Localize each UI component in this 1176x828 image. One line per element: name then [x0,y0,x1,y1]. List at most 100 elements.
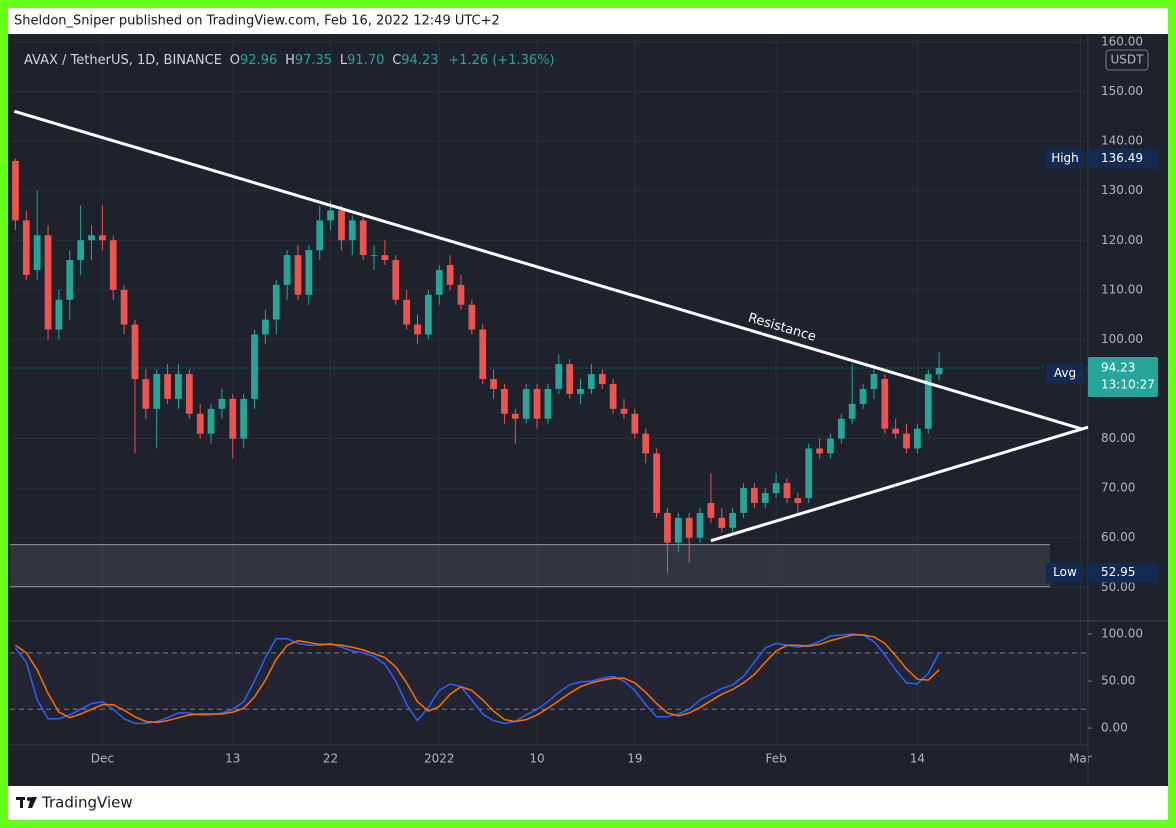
candle-body [479,329,487,380]
candle-body [924,374,932,429]
candle-body [837,418,845,439]
candle-body [544,388,552,419]
symbol: AVAX / TetherUS, 1D, BINANCE [24,53,222,68]
candle-body [316,220,324,251]
currency: USDT [1111,53,1145,67]
trend-line [13,109,1083,431]
candle-body [359,220,367,256]
candle-body [175,374,182,399]
candle-body [566,364,574,394]
legend-value: 92.96 [240,53,277,68]
candle-body [142,379,150,409]
candle-body [859,388,867,404]
x-tick-label: 14 [910,752,925,766]
indicator-tick-label: 0.00 [1101,721,1128,735]
legend-key: O [230,53,240,68]
candle-body [935,368,943,375]
candle-body [685,517,693,538]
candle-body [598,374,606,385]
candle-body [77,240,85,261]
candle-body [272,284,280,320]
candle-body [501,388,508,414]
price-label-box [1088,357,1158,398]
support-zone [10,544,1050,587]
candle-body [761,493,769,504]
legend: AVAX / TetherUS, 1D, BINANCE O92.96 H97.… [24,53,555,68]
marker-value-box [1088,562,1158,583]
legend-value: 97.35 [295,53,332,68]
y-tick-label: 130.00 [1101,183,1143,197]
candle-body [196,413,204,434]
candle-body [881,379,889,429]
candle-body [892,428,900,434]
x-tick-label: Dec [91,752,114,766]
legend-value: 94.23 [401,53,438,68]
candle-body [805,448,813,499]
candle-body [185,374,193,414]
candle-body [305,250,313,295]
x-tick-label: Feb [765,752,786,766]
candle-body [468,304,476,330]
candle-body [653,453,660,513]
candle-body [262,319,269,335]
trend-line [710,425,1089,543]
candle-body [251,334,258,399]
x-tick-label: 2022 [424,752,455,766]
marker-value: 52.95 [1101,565,1135,579]
candle-body [674,517,682,543]
candle-body [772,483,780,494]
candle-body [44,235,52,330]
candle-body [816,448,823,454]
candle-body [131,324,139,380]
candle-body [555,364,563,389]
candle-body [66,260,74,300]
candle-body [403,299,411,325]
candle-body [522,388,530,419]
candle-body [348,220,356,241]
candle-body [207,408,215,434]
publisher: Sheldon_Sniper published on TradingView.… [14,14,500,29]
currency-box [1105,49,1149,71]
candle-body [642,433,650,454]
candle-body [914,428,921,449]
marker-name: High [1051,151,1079,165]
candle-body [631,413,639,434]
x-tick-label: 19 [627,752,642,766]
x-tick-label: 13 [225,752,240,766]
candle-body [392,260,400,300]
candle-body [740,488,747,513]
candle-body [609,384,617,409]
legend-key: C [392,53,401,68]
indicator-tick-label: 50.00 [1101,674,1135,688]
marker-value-box [1088,148,1158,169]
candle-body [294,255,302,295]
candle-body [88,235,95,241]
candle-body [240,398,248,439]
candle-body [370,255,378,257]
candle-body [99,235,106,241]
y-tick-label: 70.00 [1101,481,1135,495]
candle-body [435,269,443,295]
candle-body [751,488,758,504]
candle-body [664,512,671,543]
candle-body [22,220,30,275]
x-tick-label: 22 [323,752,338,766]
indicator-tick-label: 100.00 [1101,627,1143,641]
footer-logo [16,797,37,808]
candle-body [381,255,389,261]
candle-body [707,503,715,518]
candle-body [511,413,519,419]
candle-body [794,498,802,504]
candle-body [696,512,704,538]
candle-body [414,324,421,335]
footer-brand: TradingView [41,794,133,812]
y-tick-label: 60.00 [1101,530,1135,544]
candle-body [446,265,454,285]
candle-body [718,517,726,528]
candle-body [338,210,345,241]
y-tick-label: 160.00 [1101,34,1143,48]
candle-body [33,235,41,270]
price-countdown: 13:10:27 [1101,378,1155,392]
